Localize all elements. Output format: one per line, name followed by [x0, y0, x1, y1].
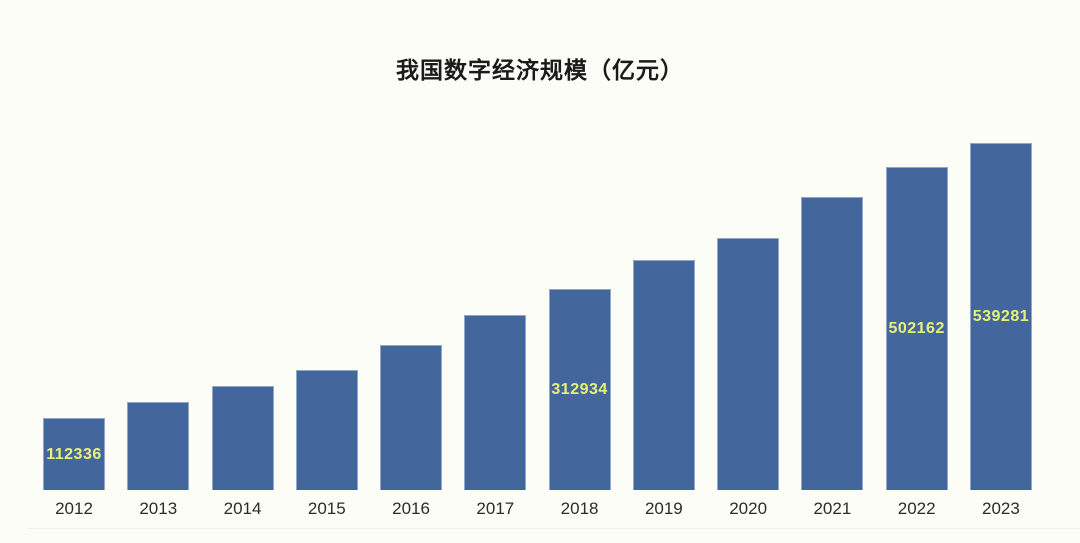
- x-tick-2016: 2016: [392, 499, 430, 518]
- bar-2012: 112336: [43, 418, 105, 490]
- bottom-divider: [28, 528, 1080, 529]
- bar-value-label-2012: 112336: [46, 445, 102, 463]
- x-axis: 2012 2013 2014 2015 2016 2017 2018 2019 2020 2021…: [43, 499, 1032, 519]
- bar-2016: [380, 345, 443, 490]
- x-tick-2022: 2022: [897, 499, 936, 518]
- bar-2020: [717, 238, 780, 490]
- bar-value-label-2022: 502162: [888, 320, 945, 337]
- bar-2015: [295, 370, 358, 490]
- bar-2022: 502162: [885, 167, 948, 490]
- x-tick-2017: 2017: [476, 499, 515, 518]
- bar-2019: [632, 260, 695, 490]
- bar-2023: 539281: [969, 143, 1032, 490]
- x-tick-2021: 2021: [813, 499, 852, 518]
- bar-2017: [464, 315, 527, 490]
- x-tick-2020: 2020: [729, 499, 768, 518]
- x-tick-2015: 2015: [307, 499, 346, 518]
- bar-2013: [127, 402, 190, 490]
- bar-value-label-2018: 312934: [551, 381, 608, 398]
- x-tick-2014: 2014: [223, 499, 262, 518]
- bar-2018: 312934: [548, 289, 611, 490]
- bar-value-label-2023: 539281: [972, 308, 1030, 325]
- x-tick-2018: 2018: [560, 499, 599, 518]
- plot-area: 112336 312934 502162 539281: [43, 138, 1032, 490]
- x-tick-2012: 2012: [55, 499, 93, 518]
- bar-2014: [211, 386, 274, 490]
- x-tick-2023: 2023: [982, 499, 1020, 518]
- x-tick-2013: 2013: [139, 499, 178, 518]
- x-tick-2019: 2019: [644, 499, 683, 518]
- chart-title: 我国数字经济规模（亿元）: [396, 57, 684, 83]
- bar-2021: [801, 197, 864, 490]
